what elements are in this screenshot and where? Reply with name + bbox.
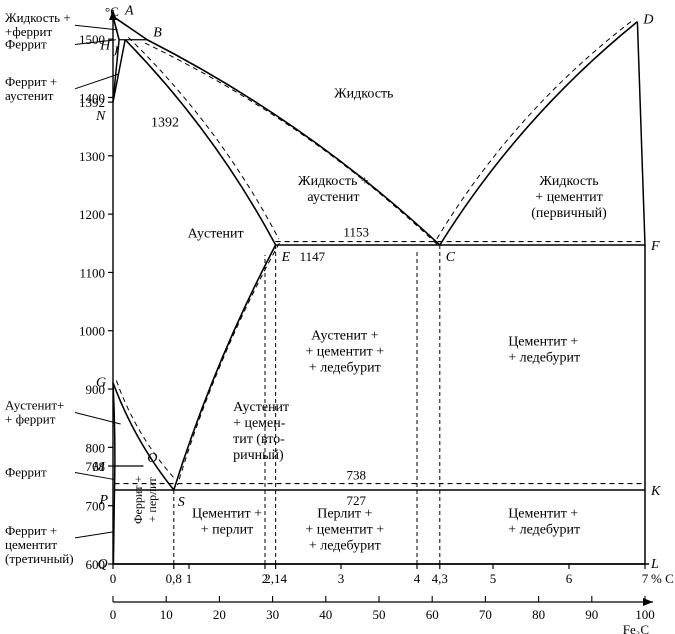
side-aust_ferr2: Аустенит++ феррит	[5, 397, 64, 426]
pt-C: C	[446, 250, 456, 265]
region-t1392: 1392	[151, 116, 179, 131]
xtick-2.14: 2,14	[264, 571, 287, 586]
pt-N: N	[95, 109, 106, 124]
region-cem_perl: Цементит ++ перлит	[192, 506, 262, 537]
xtick-0.8: 0,8	[166, 571, 182, 586]
pt-A: A	[124, 3, 134, 18]
xtick-5: 5	[490, 571, 497, 586]
x2tick-20: 20	[213, 607, 226, 622]
ytick-1200: 1200	[79, 207, 105, 222]
x2tick-100: 100	[635, 607, 655, 622]
x2tick-90: 90	[585, 607, 598, 622]
ytick-1400: 1400	[79, 90, 105, 105]
x2tick-30: 30	[266, 607, 279, 622]
pt-P: P	[99, 493, 109, 508]
pt-Q: Q	[97, 557, 107, 572]
x2tick-50: 50	[373, 607, 386, 622]
x2tick-80: 80	[532, 607, 545, 622]
region-aust_cem_lede: Аустенит ++ цементит ++ ледебурит	[305, 328, 384, 375]
ytick-1000: 1000	[79, 324, 105, 339]
region-liquid: Жидкость	[334, 86, 393, 101]
curve-BCprime	[145, 43, 438, 245]
side-ferr_cem3: Феррит +цементит(третичный)	[5, 523, 74, 566]
region-cem_lede: Цементит ++ ледебурит	[508, 334, 580, 365]
xtick-1: 1	[186, 571, 193, 586]
curve-BC	[147, 40, 440, 245]
y-label: °C	[105, 4, 119, 19]
xtick-6: 6	[566, 571, 573, 586]
xtick-4.3: 4,3	[432, 571, 448, 586]
x2tick-40: 40	[319, 607, 332, 622]
phase-diagram: 6007007688009001000110012001300139214001…	[0, 0, 675, 634]
pt-M: M	[92, 460, 106, 475]
xtick-7: 7	[642, 571, 649, 586]
pt-E: E	[281, 250, 291, 265]
x2tick-60: 60	[426, 607, 439, 622]
val-1147: 1147	[300, 249, 326, 264]
pt-J: J	[112, 44, 119, 59]
x2tick-0: 0	[110, 607, 117, 622]
pt-S: S	[178, 495, 185, 510]
side-ferr_aust: Феррит +аустенит	[5, 74, 57, 103]
pt-L: L	[650, 557, 659, 572]
region-ferr_perl: Феррит ++ перлит	[131, 476, 159, 524]
region-liq_aust: Жидкость +аустенит	[298, 174, 369, 205]
ytick-800: 800	[86, 440, 106, 455]
side-ferrit1: Феррит	[5, 36, 47, 51]
region-liq_cem: Жидкость+ цементит(первичный)	[531, 174, 607, 221]
pt-F: F	[650, 239, 660, 254]
x-label-pc: % C	[651, 571, 674, 586]
ytick-1100: 1100	[79, 265, 105, 280]
pt-B: B	[153, 26, 162, 41]
pt-K: K	[650, 484, 661, 499]
curve-DF	[637, 22, 645, 245]
curve-JE	[125, 40, 275, 245]
x2tick-10: 10	[160, 607, 173, 622]
x2-label: Fe₃C	[623, 622, 649, 634]
side-liq_ferr: Жидкость ++феррит	[5, 10, 71, 39]
curve-GS	[113, 383, 174, 490]
region-aust_cem2: Аустенит+ цемен-тит (вто-ричный)	[233, 400, 289, 463]
val-738: 738	[346, 468, 366, 483]
region-perl_cem_lede: Перлит ++ цементит ++ ледебурит	[305, 506, 384, 553]
pt-D: D	[642, 13, 653, 28]
side-ferrit2: Феррит	[5, 465, 47, 480]
pt-G: G	[96, 376, 106, 391]
xtick-4: 4	[414, 571, 421, 586]
x2tick-70: 70	[479, 607, 492, 622]
xtick-3: 3	[338, 571, 345, 586]
val-1153: 1153	[343, 225, 369, 240]
region-cem_lede2: Цементит ++ ледебурит	[508, 506, 580, 537]
xtick-0: 0	[110, 571, 117, 586]
ytick-1300: 1300	[79, 149, 105, 164]
region-aust: Аустенит	[188, 226, 244, 241]
pt-O: O	[147, 451, 157, 466]
